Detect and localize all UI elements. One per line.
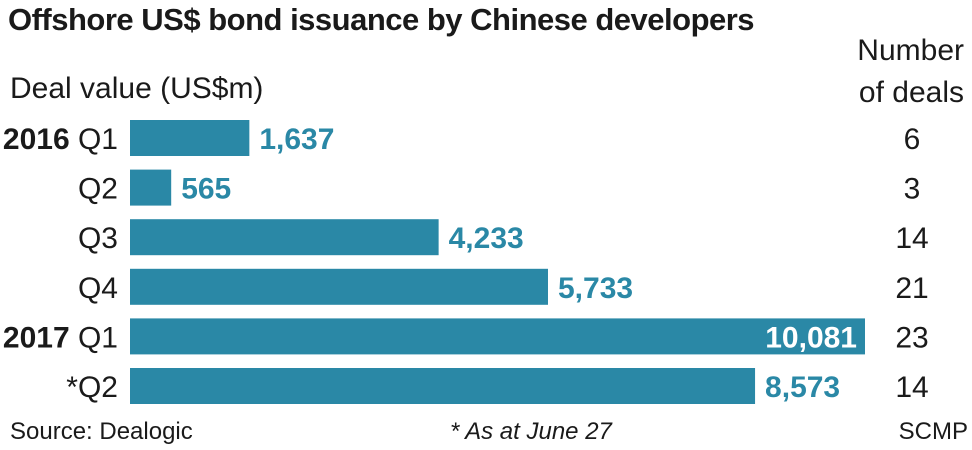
value-label-6: 8,573 — [765, 371, 840, 404]
quarter-label: Q2 — [78, 173, 118, 206]
value-axis-label: Deal value (US$m) — [10, 72, 264, 105]
footnote: * As at June 27 — [450, 418, 612, 445]
deals-column-header: Number of deals — [857, 30, 964, 114]
bar-4 — [130, 268, 548, 305]
value-label-4: 5,733 — [558, 272, 633, 305]
category-label-3: Q3 — [78, 222, 118, 255]
value-label-3: 4,233 — [449, 222, 524, 255]
chart-title: Offshore US$ bond issuance by Chinese de… — [8, 2, 755, 37]
quarter-label: Q3 — [78, 222, 118, 255]
deals-count-4: 21 — [895, 272, 928, 305]
deals-count-6: 14 — [895, 371, 928, 404]
deals-count-1: 6 — [904, 123, 921, 156]
deals-count-5: 23 — [895, 321, 928, 354]
year-label: 2016 — [3, 123, 78, 156]
year-label: 2017 — [3, 321, 78, 354]
source-note: Source: Dealogic — [10, 418, 193, 445]
quarter-label: Q1 — [78, 123, 118, 156]
deals-header-line-2: of deals — [858, 76, 964, 109]
bar-2 — [130, 169, 172, 206]
category-label-4: Q4 — [78, 272, 118, 305]
credit: SCMP — [898, 418, 968, 445]
deals-count-3: 14 — [895, 222, 928, 255]
quarter-label: Q1 — [78, 321, 118, 354]
bar-5 — [130, 318, 865, 355]
category-label-5: 2017 Q1 — [3, 321, 118, 354]
quarter-label: *Q2 — [66, 371, 118, 404]
bar-6 — [130, 368, 756, 404]
category-label-1: 2016 Q1 — [3, 123, 118, 156]
value-label-2: 565 — [181, 173, 231, 206]
value-label-5: 10,081 — [765, 321, 857, 354]
quarter-label: Q4 — [78, 272, 118, 305]
category-label-6: *Q2 — [66, 371, 118, 404]
value-label-1: 1,637 — [259, 123, 334, 156]
category-label-2: Q2 — [78, 173, 118, 206]
bar-3 — [130, 219, 439, 256]
deals-count-2: 3 — [904, 173, 921, 206]
deals-header-line-1: Number — [857, 34, 964, 67]
bar-1 — [130, 120, 250, 156]
